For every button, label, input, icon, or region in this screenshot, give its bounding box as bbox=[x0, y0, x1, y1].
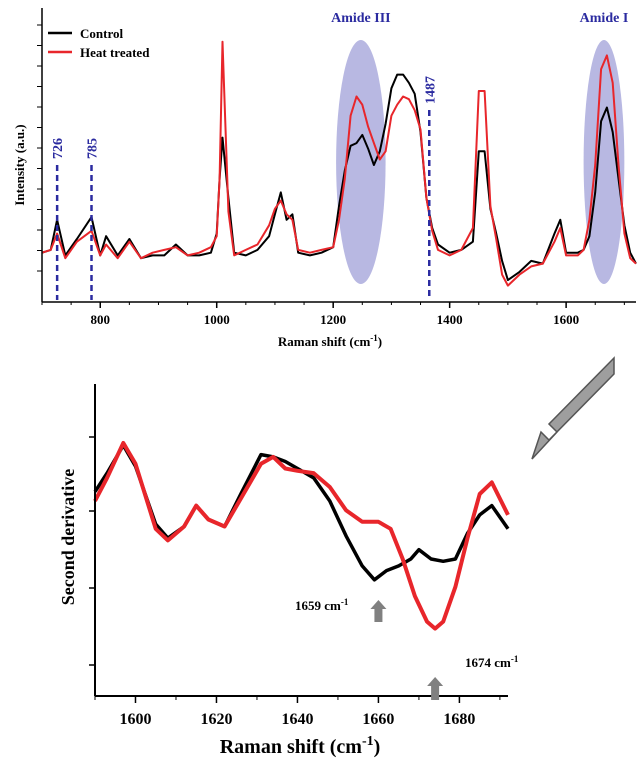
x-axis-title: Raman shift (cm-1) bbox=[278, 333, 382, 349]
deriv-line-heat-treated bbox=[93, 441, 510, 631]
x-tick-label-1000: 1000 bbox=[204, 312, 230, 327]
deriv-annotation-0: 1659 cm-1 bbox=[295, 597, 349, 613]
zoom-arrow bbox=[531, 356, 615, 460]
marker-label-1487: 1487 bbox=[423, 76, 438, 104]
y-axis-title: Intensity (a.u.) bbox=[12, 124, 27, 205]
x-tick-label-800: 800 bbox=[90, 312, 110, 327]
deriv-y-axis-title: Second derivative bbox=[58, 469, 78, 606]
x-tick-label-1200: 1200 bbox=[320, 312, 346, 327]
deriv-x-tick-label-1640: 1640 bbox=[281, 711, 313, 728]
legend-label-0: Control bbox=[80, 26, 123, 41]
top-raman-spectrum-chart: Amide III Amide I 726 785 1487 800 1000 1200 140… bbox=[12, 8, 637, 349]
series-line-heat-treated bbox=[41, 40, 637, 287]
deriv-x-axis-title: Raman shift (cm-1) bbox=[220, 734, 381, 758]
second-derivative-chart: 1600 1620 1640 1660 1680 Raman shift (cm-1) Se… bbox=[58, 384, 519, 758]
legend: Control Heat treated bbox=[48, 26, 150, 60]
x-tick-label-1600: 1600 bbox=[553, 312, 579, 327]
deriv-arrow-0 bbox=[370, 600, 387, 622]
deriv-x-tick-label-1620: 1620 bbox=[200, 711, 232, 728]
highlight-ellipse-0 bbox=[336, 40, 386, 284]
deriv-annotation-1: 1674 cm-1 bbox=[465, 654, 519, 670]
deriv-arrow-1 bbox=[427, 677, 444, 700]
marker-label-785: 785 bbox=[86, 138, 101, 159]
legend-label-1: Heat treated bbox=[80, 45, 150, 60]
highlight-label-0: Amide III bbox=[331, 11, 391, 26]
marker-label-726: 726 bbox=[51, 138, 66, 159]
deriv-line-control bbox=[93, 443, 510, 582]
deriv-x-tick-label-1600: 1600 bbox=[119, 711, 151, 728]
deriv-x-tick-label-1660: 1660 bbox=[362, 711, 394, 728]
x-tick-label-1400: 1400 bbox=[437, 312, 463, 327]
deriv-x-tick-label-1680: 1680 bbox=[443, 711, 475, 728]
zoom-arrow-shape bbox=[531, 356, 615, 460]
highlight-label-1: Amide I bbox=[580, 11, 629, 26]
